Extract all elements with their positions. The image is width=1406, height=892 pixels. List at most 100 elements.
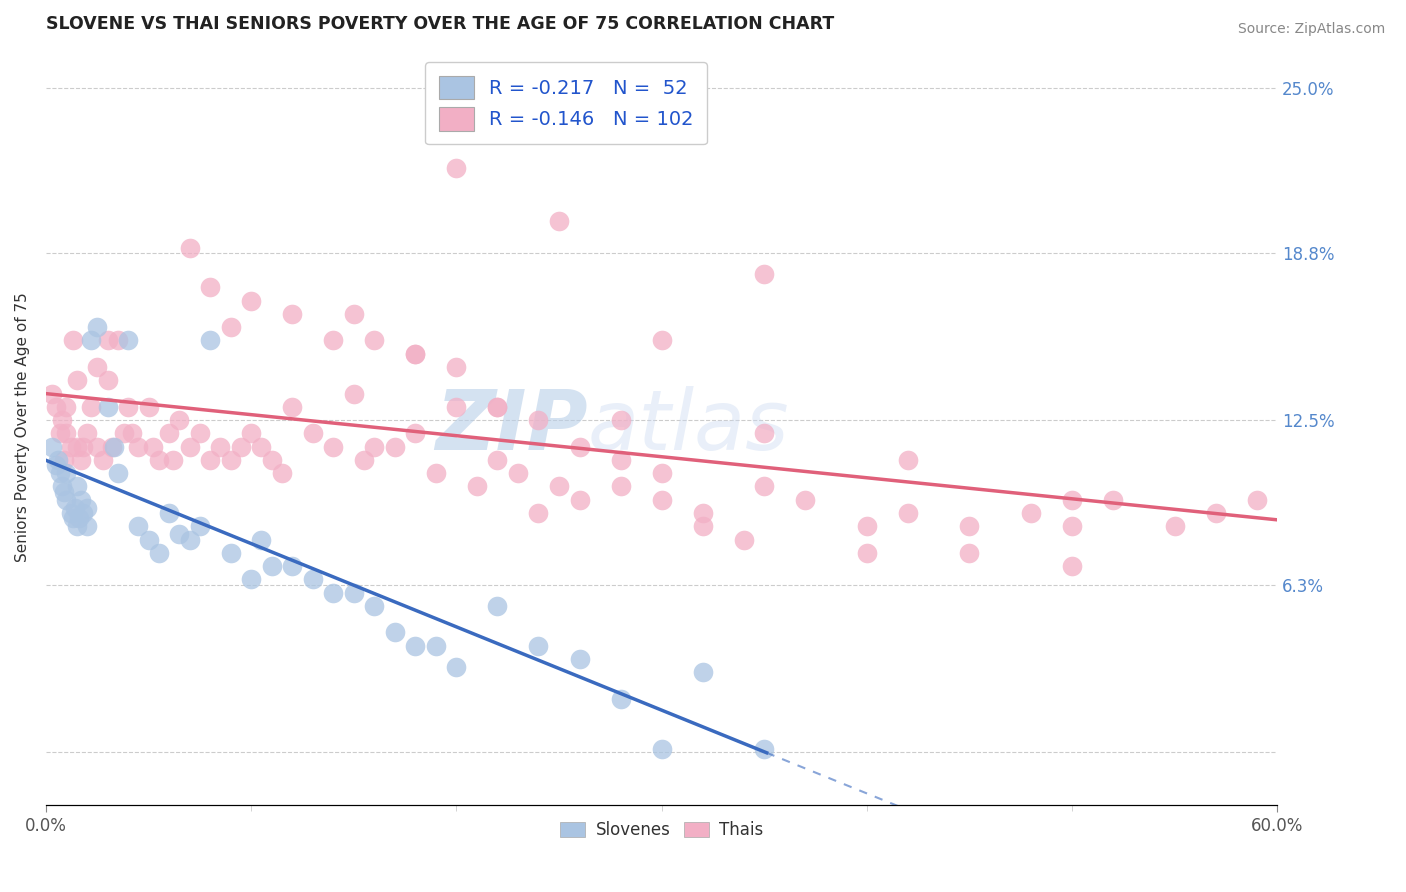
Point	[754, 426, 776, 441]
Point	[219, 546, 242, 560]
Point	[179, 241, 201, 255]
Point	[353, 453, 375, 467]
Point	[209, 440, 232, 454]
Point	[250, 440, 273, 454]
Point	[59, 506, 82, 520]
Point	[794, 492, 817, 507]
Point	[198, 453, 221, 467]
Point	[55, 400, 77, 414]
Point	[446, 660, 468, 674]
Point	[55, 426, 77, 441]
Point	[63, 500, 86, 515]
Point	[486, 453, 509, 467]
Point	[80, 334, 103, 348]
Point	[754, 742, 776, 756]
Point	[62, 511, 84, 525]
Point	[322, 440, 344, 454]
Point	[198, 280, 221, 294]
Point	[45, 400, 67, 414]
Point	[404, 347, 426, 361]
Point	[446, 400, 468, 414]
Point	[1019, 506, 1042, 520]
Point	[157, 506, 180, 520]
Legend: Slovenes, Thais: Slovenes, Thais	[554, 814, 769, 846]
Point	[240, 573, 263, 587]
Point	[86, 440, 108, 454]
Point	[486, 599, 509, 613]
Point	[121, 426, 143, 441]
Point	[609, 413, 631, 427]
Point	[446, 359, 468, 374]
Text: Source: ZipAtlas.com: Source: ZipAtlas.com	[1237, 22, 1385, 37]
Point	[260, 453, 283, 467]
Point	[127, 519, 149, 533]
Point	[179, 440, 201, 454]
Point	[486, 400, 509, 414]
Point	[609, 479, 631, 493]
Point	[260, 559, 283, 574]
Point	[343, 585, 366, 599]
Point	[1163, 519, 1185, 533]
Point	[117, 334, 139, 348]
Point	[112, 426, 135, 441]
Point	[240, 293, 263, 308]
Point	[754, 479, 776, 493]
Point	[138, 533, 160, 547]
Point	[117, 400, 139, 414]
Point	[157, 426, 180, 441]
Point	[72, 440, 94, 454]
Point	[76, 426, 98, 441]
Point	[692, 506, 714, 520]
Point	[465, 479, 488, 493]
Point	[281, 400, 304, 414]
Point	[343, 386, 366, 401]
Point	[86, 359, 108, 374]
Point	[506, 466, 529, 480]
Point	[301, 573, 323, 587]
Point	[651, 492, 673, 507]
Point	[754, 267, 776, 281]
Point	[169, 527, 191, 541]
Point	[322, 334, 344, 348]
Point	[568, 440, 591, 454]
Point	[404, 639, 426, 653]
Point	[856, 519, 879, 533]
Point	[219, 320, 242, 334]
Point	[179, 533, 201, 547]
Point	[322, 585, 344, 599]
Point	[527, 506, 550, 520]
Point	[959, 546, 981, 560]
Point	[651, 466, 673, 480]
Point	[548, 214, 571, 228]
Point	[138, 400, 160, 414]
Point	[80, 400, 103, 414]
Point	[76, 519, 98, 533]
Point	[188, 426, 211, 441]
Point	[53, 453, 76, 467]
Point	[103, 440, 125, 454]
Point	[219, 453, 242, 467]
Point	[62, 334, 84, 348]
Point	[93, 453, 115, 467]
Point	[169, 413, 191, 427]
Text: atlas: atlas	[588, 386, 789, 467]
Point	[45, 458, 67, 473]
Point	[568, 652, 591, 666]
Point	[107, 466, 129, 480]
Point	[425, 639, 447, 653]
Point	[692, 665, 714, 680]
Point	[66, 440, 89, 454]
Point	[609, 691, 631, 706]
Point	[96, 373, 118, 387]
Point	[96, 400, 118, 414]
Point	[363, 334, 385, 348]
Point	[76, 500, 98, 515]
Point	[609, 453, 631, 467]
Point	[897, 506, 920, 520]
Point	[384, 440, 406, 454]
Point	[651, 742, 673, 756]
Point	[148, 546, 170, 560]
Point	[148, 453, 170, 467]
Point	[281, 307, 304, 321]
Point	[548, 479, 571, 493]
